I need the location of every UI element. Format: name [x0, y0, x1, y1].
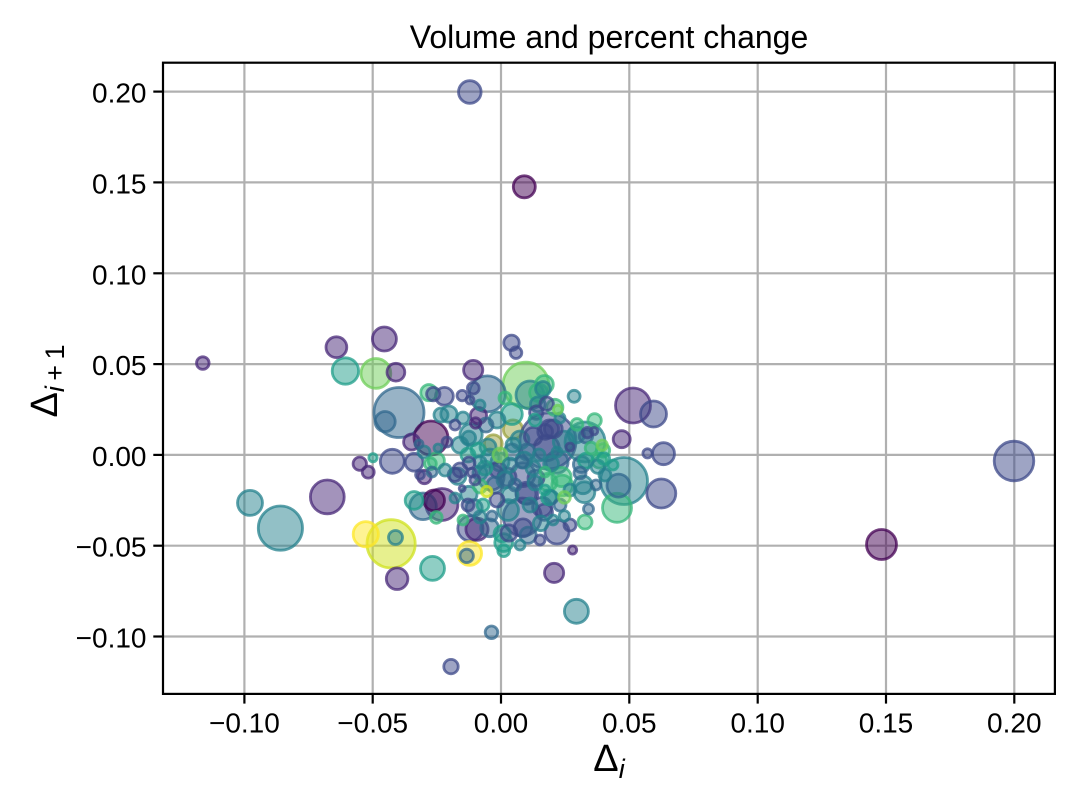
svg-text:0.15: 0.15	[92, 168, 147, 199]
svg-text:0.20: 0.20	[987, 708, 1042, 739]
svg-text:0.10: 0.10	[730, 708, 785, 739]
svg-text:Volume and percent change: Volume and percent change	[410, 19, 809, 55]
svg-text:0.10: 0.10	[92, 259, 147, 290]
svg-text:0.05: 0.05	[602, 708, 657, 739]
svg-text:0.20: 0.20	[92, 78, 147, 109]
svg-text:−0.10: −0.10	[209, 708, 280, 739]
svg-text:0.05: 0.05	[92, 350, 147, 381]
svg-text:−0.10: −0.10	[76, 623, 147, 654]
svg-text:0.00: 0.00	[92, 441, 147, 472]
svg-text:−0.05: −0.05	[337, 708, 408, 739]
svg-text:−0.05: −0.05	[76, 532, 147, 563]
svg-text:0.00: 0.00	[474, 708, 529, 739]
svg-text:0.15: 0.15	[859, 708, 914, 739]
